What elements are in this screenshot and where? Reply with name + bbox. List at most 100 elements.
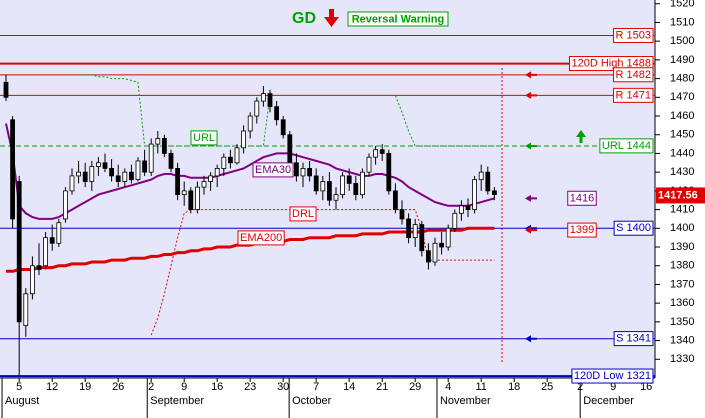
- level-arrow: [525, 142, 537, 150]
- x-tick-label: 9: [181, 381, 187, 393]
- y-tick-label: 1460: [670, 110, 694, 122]
- candle-body: [56, 222, 62, 244]
- y-tick-label: 1330: [670, 353, 694, 365]
- candle-body: [247, 115, 253, 132]
- level-label-box: [613, 27, 654, 43]
- candle-body: [16, 181, 22, 323]
- candle-body: [115, 175, 121, 182]
- candle-body: [82, 171, 88, 182]
- x-tick-label: 11: [475, 381, 486, 393]
- series-label-box: [237, 230, 285, 246]
- candle-body: [386, 153, 392, 192]
- candle-body: [148, 143, 154, 173]
- candle-body: [102, 162, 108, 169]
- candle-body: [472, 179, 478, 210]
- level-arrow: [525, 226, 537, 234]
- y-tick-label: 1470: [670, 91, 694, 103]
- candle-body: [425, 250, 431, 263]
- series-label-box: [190, 130, 218, 146]
- candle-body: [254, 100, 260, 117]
- candle-body: [353, 182, 359, 196]
- candle-body: [188, 190, 194, 210]
- candle-body: [214, 168, 220, 177]
- level-label-box: [613, 67, 654, 83]
- candle-body: [333, 194, 339, 201]
- level-label: S 1400: [616, 222, 651, 234]
- candle-body: [359, 171, 365, 196]
- level-label: 120D High 1488: [571, 58, 651, 70]
- candle-body: [485, 171, 491, 192]
- level-label-box: [599, 138, 654, 154]
- x-tick-label: 5: [16, 381, 22, 393]
- candle-body: [458, 205, 464, 214]
- y-tick-label: 1490: [670, 54, 694, 66]
- candle-body: [221, 156, 227, 169]
- level-label: R 1471: [616, 89, 651, 101]
- month-label: October: [292, 395, 331, 407]
- marker-label-box: [567, 222, 597, 238]
- candle-body: [439, 242, 445, 248]
- candle-body: [168, 153, 174, 169]
- candle-body: [260, 93, 266, 102]
- candle-body: [366, 156, 372, 173]
- candle-body: [181, 190, 187, 196]
- x-tick-label: 25: [541, 381, 553, 393]
- candle-body: [452, 212, 458, 229]
- candle-body: [280, 119, 286, 136]
- y-tick-label: 1380: [670, 260, 694, 272]
- month-label: August: [5, 395, 39, 407]
- candle-body: [241, 130, 247, 149]
- candle-body: [135, 160, 141, 181]
- level-arrow: [525, 194, 537, 202]
- level-label: URL 1444: [602, 140, 651, 152]
- month-label: December: [583, 395, 634, 407]
- candle-body: [23, 293, 29, 327]
- candle-body: [175, 168, 181, 196]
- candle-body: [326, 181, 332, 201]
- level-arrow: [525, 71, 537, 79]
- x-tick-label: 30: [277, 381, 289, 393]
- level-label: R 1503: [616, 29, 651, 41]
- candle-body: [373, 149, 379, 158]
- x-tick-label: 7: [313, 381, 319, 393]
- marker-label: 1416: [570, 192, 594, 204]
- last-price-box: [656, 187, 705, 204]
- y-tick-label: 1430: [670, 166, 694, 178]
- level-label-box: [613, 87, 654, 103]
- y-tick-label: 1370: [670, 278, 694, 290]
- candle-body: [234, 147, 240, 164]
- level-label-box: [613, 220, 654, 236]
- y-tick-label: 1520: [670, 0, 694, 10]
- y-tick-label: 1340: [670, 334, 694, 346]
- series-line: [5, 123, 495, 220]
- candle-body: [29, 265, 35, 295]
- candle-body: [300, 168, 306, 177]
- candle-body: [392, 190, 398, 210]
- x-tick-label: 16: [211, 381, 223, 393]
- level-label: S 1341: [616, 333, 651, 345]
- candle-body: [36, 265, 42, 270]
- candle-body: [478, 171, 484, 181]
- candle-body: [445, 227, 451, 248]
- y-tick-label: 1440: [670, 147, 694, 159]
- y-tick-label: 1410: [670, 203, 694, 215]
- candle-body: [346, 175, 352, 184]
- candle-body: [406, 218, 412, 239]
- y-tick-label: 1360: [670, 297, 694, 309]
- series-label: DRL: [292, 208, 314, 220]
- x-tick-label: 23: [244, 381, 256, 393]
- series-label-box: [252, 162, 294, 178]
- marker-label-box: [567, 190, 597, 206]
- series-label: EMA30: [255, 164, 291, 176]
- signal-arrow: [324, 9, 339, 27]
- candle-body: [465, 205, 471, 210]
- y-tick-label: 1500: [670, 35, 694, 47]
- candle-body: [194, 186, 200, 210]
- candle-body: [109, 168, 114, 177]
- up-arrow: [576, 130, 586, 143]
- month-label: November: [440, 395, 491, 407]
- x-tick-label: 29: [409, 381, 421, 393]
- level-arrow: [525, 91, 537, 99]
- x-tick-label: 12: [46, 381, 58, 393]
